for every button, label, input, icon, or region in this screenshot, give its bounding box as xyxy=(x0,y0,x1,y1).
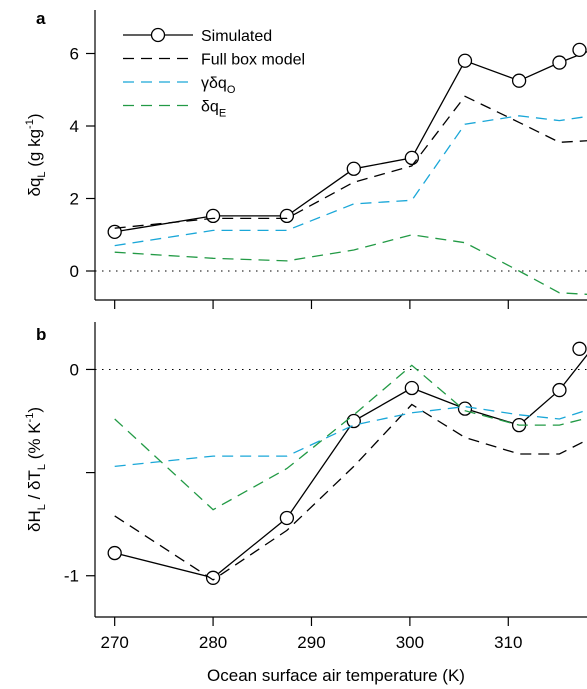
series-line-gamma xyxy=(114,115,587,247)
panel-letter-b: b xyxy=(36,325,46,344)
y-tick-label: -1 xyxy=(64,567,79,586)
y-tick-label: 2 xyxy=(70,190,79,209)
series-point-simulated xyxy=(346,413,361,429)
series-point-simulated xyxy=(552,55,567,70)
y-tick-label: 0 xyxy=(70,262,79,281)
panel-a: a 0 2 4 6 δqL (g kg-1) Simulated Full box model… xyxy=(24,9,587,309)
legend-label-simulated: Simulated xyxy=(201,28,272,45)
series-line-gamma xyxy=(114,405,587,468)
series-point-simulated xyxy=(279,208,295,224)
series-line-dqE xyxy=(114,234,587,295)
series-point-simulated xyxy=(457,401,473,416)
series-point-simulated xyxy=(511,73,527,88)
y-tick-label: 6 xyxy=(70,45,79,64)
legend-label-full_box: Full box model xyxy=(201,52,305,69)
x-tick-label: 300 xyxy=(396,633,424,652)
y-tick-label: 4 xyxy=(70,117,79,136)
panel-letter-a: a xyxy=(36,9,46,28)
x-tick-label: 270 xyxy=(100,633,128,652)
x-tick-label: 280 xyxy=(199,633,227,652)
y-tick-label: 0 xyxy=(70,360,79,379)
series-point-simulated xyxy=(107,224,122,240)
series-line-full_box xyxy=(114,403,587,581)
series-line-dqE xyxy=(114,364,587,511)
legend-label-dqE: δqE xyxy=(201,99,226,120)
series-point-simulated xyxy=(457,53,473,68)
y-axis-label: δHL / δTL (% K-1) xyxy=(24,407,48,532)
series-point-simulated xyxy=(572,341,587,356)
y-axis-label: δqL (g kg-1) xyxy=(24,113,48,196)
series-point-simulated xyxy=(107,545,122,561)
x-tick-label: 290 xyxy=(297,633,325,652)
panel-b: b -1 0 270 280 290 300 310 Ocean surface air tem… xyxy=(24,322,587,685)
x-axis-label: Ocean surface air temperature (K) xyxy=(207,666,465,685)
legend-label-gamma: γδqO xyxy=(201,75,236,96)
series-point-simulated xyxy=(279,510,295,526)
series-point-simulated xyxy=(346,161,361,176)
series-point-simulated xyxy=(552,382,567,398)
legend-marker-simulated xyxy=(150,27,166,43)
series-line-simulated xyxy=(114,353,587,579)
series-point-simulated xyxy=(205,208,221,224)
x-tick-label: 310 xyxy=(494,633,522,652)
series-point-simulated xyxy=(572,42,587,58)
series-line-full_box xyxy=(114,95,587,229)
series-point-simulated xyxy=(404,380,419,396)
series-point-simulated xyxy=(205,570,221,585)
series-point-simulated xyxy=(404,150,419,166)
